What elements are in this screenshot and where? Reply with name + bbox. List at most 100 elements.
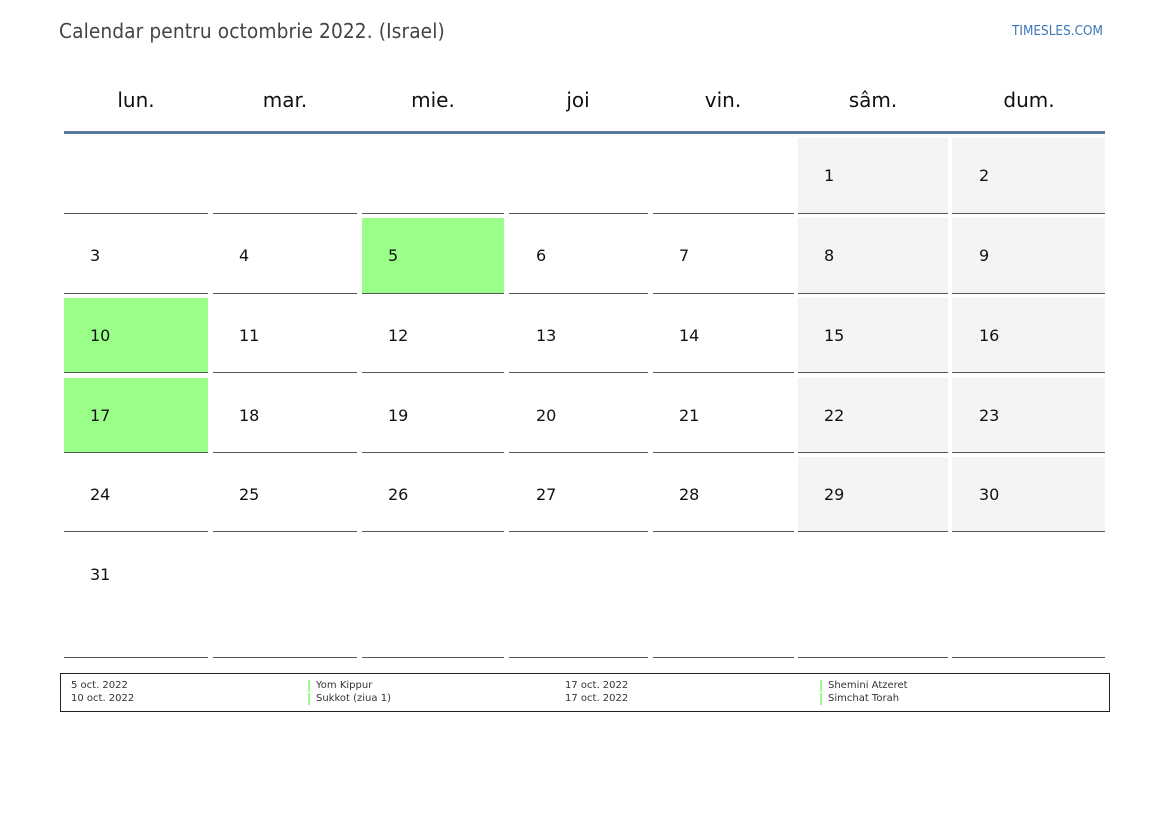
cell-divider bbox=[509, 372, 648, 373]
day-cell[interactable]: 6 bbox=[509, 218, 648, 294]
site-link[interactable]: TIMESLES.COM bbox=[1012, 24, 1103, 39]
day-number: 17 bbox=[90, 406, 111, 425]
day-number: 20 bbox=[536, 406, 557, 425]
day-cell[interactable]: 14 bbox=[653, 298, 794, 373]
weekday-header: mar. bbox=[262, 88, 308, 112]
cell-divider bbox=[509, 293, 648, 294]
cell-divider bbox=[798, 452, 948, 453]
day-cell[interactable]: 20 bbox=[509, 378, 648, 453]
day-cell[interactable]: 31 bbox=[64, 537, 208, 658]
cell-divider bbox=[64, 657, 208, 658]
cell-divider bbox=[213, 452, 357, 453]
day-cell[interactable]: 11 bbox=[213, 298, 357, 373]
empty-day-cell bbox=[362, 537, 504, 658]
day-cell[interactable]: 9 bbox=[952, 218, 1105, 294]
day-number: 14 bbox=[679, 326, 700, 345]
legend-holiday-name: Sukkot (ziua 1) bbox=[316, 693, 391, 704]
day-cell[interactable]: 18 bbox=[213, 378, 357, 453]
day-number: 26 bbox=[388, 485, 409, 504]
day-number: 31 bbox=[90, 565, 111, 584]
day-number: 2 bbox=[979, 166, 990, 185]
day-number: 19 bbox=[388, 406, 409, 425]
day-number: 4 bbox=[239, 246, 250, 265]
day-number: 18 bbox=[239, 406, 260, 425]
day-cell[interactable]: 3 bbox=[64, 218, 208, 294]
day-cell[interactable]: 7 bbox=[653, 218, 794, 294]
cell-divider bbox=[509, 657, 648, 658]
weekday-header: joi bbox=[566, 88, 590, 112]
day-number: 28 bbox=[679, 485, 700, 504]
day-number: 24 bbox=[90, 485, 111, 504]
day-cell[interactable]: 2 bbox=[952, 138, 1105, 214]
day-cell[interactable]: 22 bbox=[798, 378, 948, 453]
day-cell[interactable]: 23 bbox=[952, 378, 1105, 453]
day-cell[interactable]: 24 bbox=[64, 457, 208, 532]
day-cell[interactable]: 26 bbox=[362, 457, 504, 532]
day-cell[interactable]: 30 bbox=[952, 457, 1105, 532]
day-number: 22 bbox=[824, 406, 845, 425]
weekday-header: sâm. bbox=[848, 88, 898, 112]
header-divider bbox=[64, 131, 1105, 134]
day-number: 5 bbox=[388, 246, 399, 265]
cell-divider bbox=[213, 293, 357, 294]
day-number: 16 bbox=[979, 326, 1000, 345]
day-number: 13 bbox=[536, 326, 557, 345]
cell-divider bbox=[653, 657, 794, 658]
cell-divider bbox=[213, 213, 357, 214]
cell-divider bbox=[64, 452, 208, 453]
day-cell[interactable]: 28 bbox=[653, 457, 794, 532]
day-cell[interactable]: 1 bbox=[798, 138, 948, 214]
day-number: 23 bbox=[979, 406, 1000, 425]
cell-divider bbox=[798, 531, 948, 532]
day-cell[interactable]: 4 bbox=[213, 218, 357, 294]
legend-holiday-name: Shemini Atzeret bbox=[828, 680, 908, 691]
day-number: 11 bbox=[239, 326, 260, 345]
legend-holiday-name: Simchat Torah bbox=[828, 693, 900, 704]
day-cell[interactable]: 21 bbox=[653, 378, 794, 453]
weekday-header: vin. bbox=[704, 88, 742, 112]
legend-date: 17 oct. 2022 bbox=[565, 693, 629, 704]
legend-color-marker bbox=[308, 680, 310, 692]
cell-divider bbox=[952, 372, 1105, 373]
cell-divider bbox=[509, 452, 648, 453]
day-cell[interactable]: 8 bbox=[798, 218, 948, 294]
cell-divider bbox=[362, 657, 504, 658]
cell-divider bbox=[952, 213, 1105, 214]
day-number: 1 bbox=[824, 166, 835, 185]
cell-divider bbox=[362, 531, 504, 532]
cell-divider bbox=[952, 452, 1105, 453]
cell-divider bbox=[798, 657, 948, 658]
day-cell[interactable]: 27 bbox=[509, 457, 648, 532]
day-cell[interactable]: 15 bbox=[798, 298, 948, 373]
cell-divider bbox=[798, 213, 948, 214]
cell-divider bbox=[64, 531, 208, 532]
day-number: 3 bbox=[90, 246, 101, 265]
cell-divider bbox=[64, 293, 208, 294]
weekday-header: dum. bbox=[1003, 88, 1055, 112]
empty-day-cell bbox=[952, 537, 1105, 658]
cell-divider bbox=[798, 293, 948, 294]
cell-divider bbox=[952, 293, 1105, 294]
cell-divider bbox=[653, 372, 794, 373]
day-cell[interactable]: 12 bbox=[362, 298, 504, 373]
cell-divider bbox=[213, 531, 357, 532]
cell-divider bbox=[653, 531, 794, 532]
day-number: 29 bbox=[824, 485, 845, 504]
cell-divider bbox=[64, 213, 208, 214]
day-cell[interactable]: 29 bbox=[798, 457, 948, 532]
empty-day-cell bbox=[653, 138, 794, 214]
empty-day-cell bbox=[798, 537, 948, 658]
day-cell[interactable]: 25 bbox=[213, 457, 357, 532]
day-cell[interactable]: 10 bbox=[64, 298, 208, 373]
day-cell[interactable]: 13 bbox=[509, 298, 648, 373]
day-cell[interactable]: 19 bbox=[362, 378, 504, 453]
day-cell[interactable]: 5 bbox=[362, 218, 504, 294]
legend-color-marker bbox=[820, 693, 822, 705]
legend-date: 10 oct. 2022 bbox=[71, 693, 135, 704]
weekday-header: mie. bbox=[411, 88, 455, 112]
day-cell[interactable]: 16 bbox=[952, 298, 1105, 373]
day-cell[interactable]: 17 bbox=[64, 378, 208, 453]
empty-day-cell bbox=[64, 138, 208, 214]
day-number: 25 bbox=[239, 485, 260, 504]
day-number: 30 bbox=[979, 485, 1000, 504]
